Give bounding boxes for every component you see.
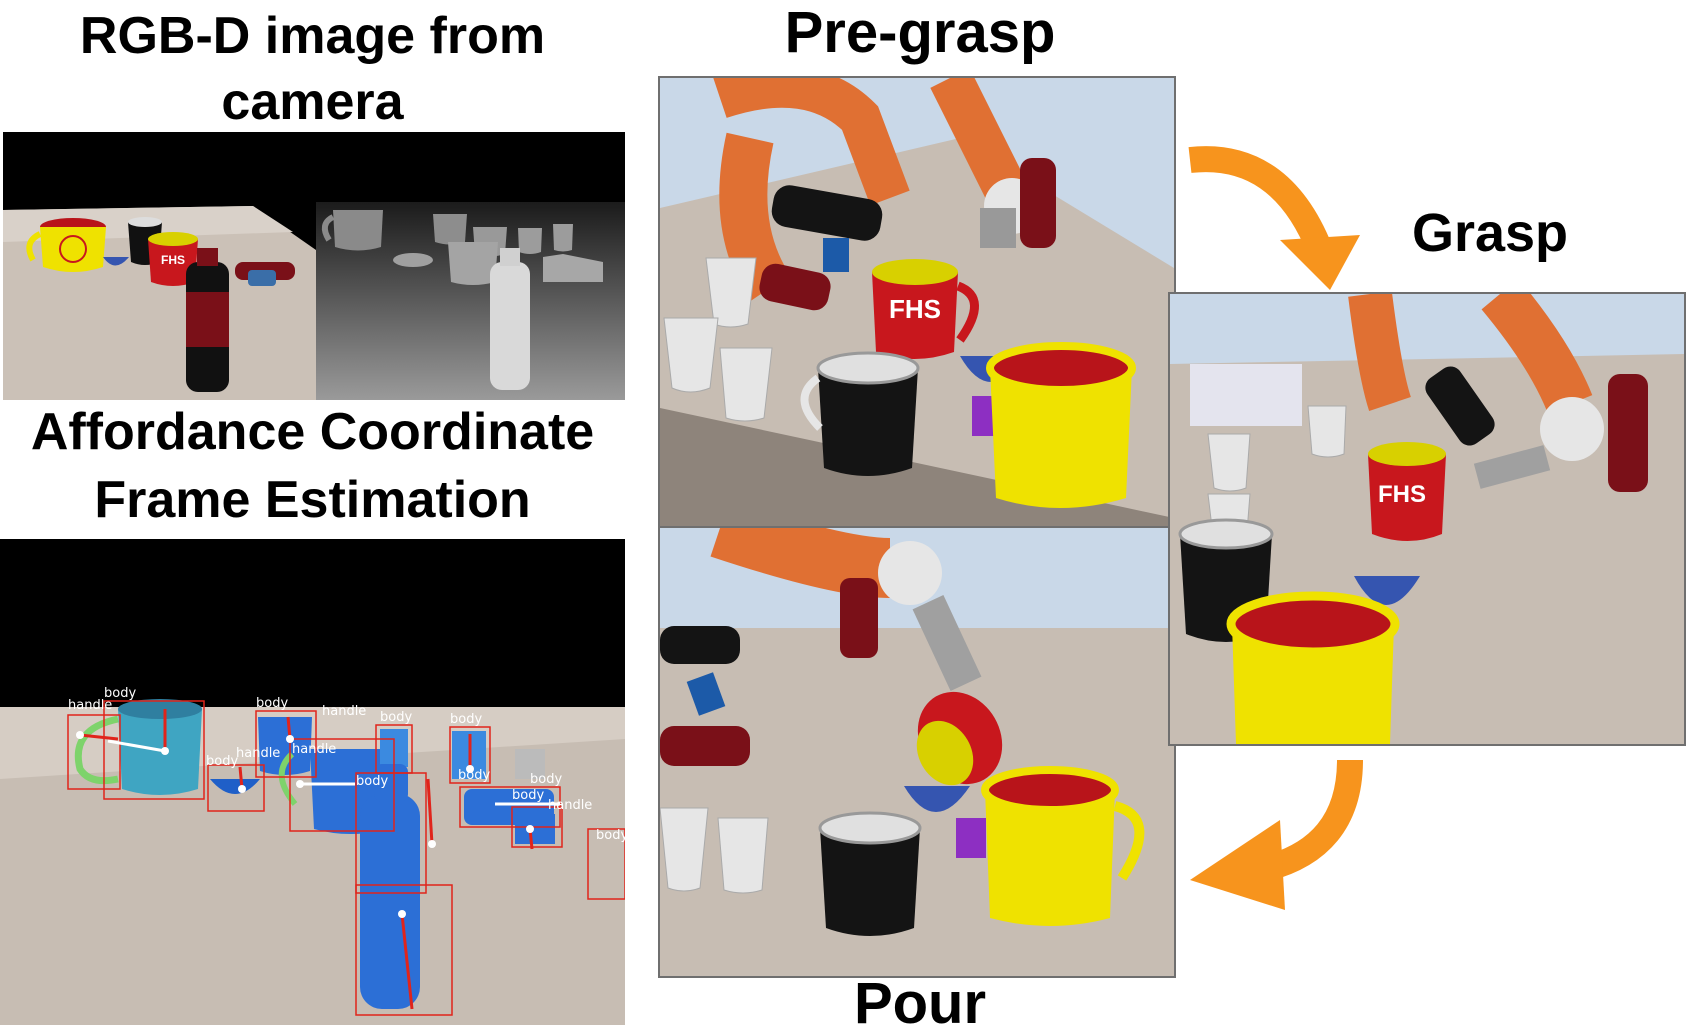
det-label-body-3: body — [380, 710, 412, 725]
det-label-body-9: body — [512, 788, 544, 803]
rgbd-title-line2: camera — [221, 73, 404, 131]
det-label-body-1: body — [104, 686, 136, 701]
det-label-handle-3: handle — [236, 746, 280, 761]
det-label-body-10: body — [596, 828, 625, 843]
detection-labels: handle body body handle body body handle… — [68, 686, 625, 843]
pregrasp-title: Pre-grasp — [784, 0, 1056, 65]
affordance-frame-image: handle body body handle body body handle… — [0, 539, 625, 1025]
det-label-handle-4: handle — [292, 742, 336, 757]
rgbd-title-line1: RGB-D image from — [79, 7, 546, 65]
pour-image — [658, 526, 1176, 978]
depth-view — [316, 132, 625, 400]
rgbd-image: FHS — [3, 132, 625, 400]
grasp-title: Grasp — [1411, 203, 1569, 263]
affordance-title-line2: Frame Estimation — [94, 471, 531, 529]
rgb-view: FHS — [3, 132, 316, 400]
arrow-right-down-icon — [1188, 146, 1360, 290]
det-label-body-5: body — [206, 754, 238, 769]
det-label-handle-5: handle — [548, 798, 592, 813]
det-label-body-6: body — [356, 774, 388, 789]
arrow-left-down-icon — [1190, 759, 1363, 910]
pregrasp-mug-logo: FHS — [889, 294, 941, 324]
det-label-body-2: body — [256, 696, 288, 711]
pour-title: Pour — [853, 971, 987, 1036]
det-label-body-8: body — [530, 772, 562, 787]
pregrasp-image: FHS — [658, 76, 1176, 528]
det-label-handle-2: handle — [322, 704, 366, 719]
affordance-title-line1: Affordance Coordinate — [30, 403, 595, 461]
det-label-body-7: body — [458, 768, 490, 783]
det-label-handle-1: handle — [68, 698, 112, 713]
coordinate-frames — [76, 709, 560, 1010]
detection-boxes — [67, 700, 625, 1016]
grasp-image: FHS — [1168, 292, 1686, 746]
grasp-mug-logo: FHS — [1378, 481, 1426, 508]
rgb-mug-logo: FHS — [161, 253, 185, 267]
det-label-body-4: body — [450, 712, 482, 727]
